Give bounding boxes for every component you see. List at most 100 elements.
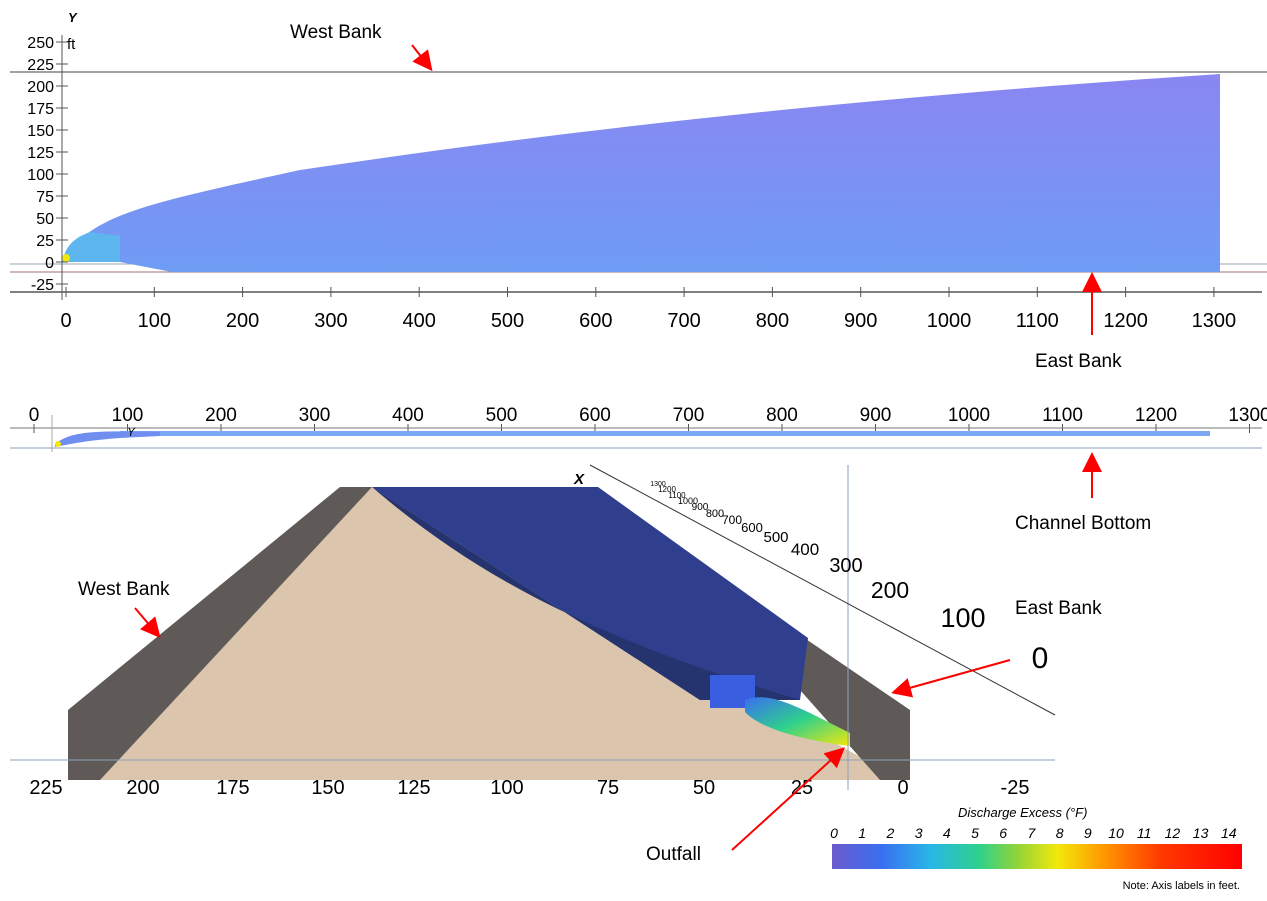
x-ticks: 0 100 200 300 400 500 600 700 800 900 1000 1100 1200… <box>60 287 1236 332</box>
diagonal-tick-label: 800 <box>706 508 724 520</box>
bottom-tick-label: 0 <box>897 777 908 799</box>
bottom-tick-label: 175 <box>216 777 249 799</box>
west-bank-label-persp: West Bank <box>78 579 170 600</box>
diagonal-tick-label: 200 <box>871 577 909 603</box>
side-x-tick-label: 300 <box>299 405 331 426</box>
side-x-tick-label: 900 <box>860 405 892 426</box>
side-x-tick-label: 500 <box>486 405 518 426</box>
x-tick-label: 900 <box>844 310 877 332</box>
y-tick-label: 0 <box>45 255 54 272</box>
y-axis-title: Y <box>68 10 78 25</box>
bottom-tick-label: 225 <box>29 777 62 799</box>
x-tick-label: 700 <box>667 310 700 332</box>
color-legend: Discharge Excess (°F) 0 1 2 3 4 5 6 7 8 9 10 11 12 13… <box>830 805 1242 892</box>
y-tick-label: 125 <box>27 145 54 162</box>
side-x-ticks: 0 100 200 300 400 500 600 700 800 900 1000 1100 1200… <box>29 405 1267 433</box>
side-x-tick-label: 1000 <box>948 405 990 426</box>
x-tick-label: 0 <box>60 310 71 332</box>
legend-tick-label: 5 <box>971 825 979 841</box>
diagonal-tick-label: 700 <box>722 513 742 527</box>
east-bank-arrow-persp <box>891 659 1011 698</box>
side-x-tick-label: 400 <box>392 405 424 426</box>
x-tick-label: 1200 <box>1103 310 1148 332</box>
x-tick-label: 100 <box>138 310 171 332</box>
bottom-tick-label: 100 <box>490 777 523 799</box>
side-x-tick-label: 200 <box>205 405 237 426</box>
legend-tick-label: 3 <box>915 825 923 841</box>
y-tick-label: 225 <box>27 57 54 74</box>
side-x-tick-label: 1200 <box>1135 405 1177 426</box>
plume-body <box>372 487 808 700</box>
x-tick-label: 600 <box>579 310 612 332</box>
y-tick-label: 25 <box>36 233 54 250</box>
legend-ticks: 0 1 2 3 4 5 6 7 8 9 10 11 12 13 14 <box>830 825 1237 841</box>
outfall-label: Outfall <box>646 844 701 865</box>
x-tick-label: 400 <box>403 310 436 332</box>
diagonal-ticks: 0 100 200 300 400500600700800900100011001200… <box>650 481 1048 675</box>
diagonal-tick-label: 1100 <box>668 491 686 500</box>
channel-bottom-label: Channel Bottom <box>1015 513 1151 534</box>
east-bank-slope <box>800 635 910 780</box>
diagonal-tick-label: 0 <box>1032 642 1049 675</box>
y-tick-label: 175 <box>27 101 54 118</box>
x-axis-title: X <box>573 471 585 488</box>
bottom-tick-label: 75 <box>597 777 619 799</box>
side-x-tick-label: 600 <box>579 405 611 426</box>
y-tick-label: 100 <box>27 167 54 184</box>
side-y-axis-title: Y <box>127 425 136 439</box>
diagonal-tick-label: 900 <box>692 502 709 513</box>
perspective-view: 0100200300400500600700800900100011001200… <box>10 464 1102 865</box>
plume-plan <box>62 74 1220 272</box>
legend-tick-label: 7 <box>1028 825 1037 841</box>
bottom-tick-label: -25 <box>1001 777 1030 799</box>
units-note: Note: Axis labels in feet. <box>1123 880 1240 892</box>
legend-colorbar <box>832 844 1242 869</box>
y-tick-label: 75 <box>36 189 54 206</box>
y-tick-label: -25 <box>31 277 54 294</box>
legend-tick-label: 1 <box>858 825 866 841</box>
bottom-tick-label: 200 <box>126 777 159 799</box>
diagonal-tick-label: 1200 <box>658 485 676 494</box>
diagonal-tick-label: 300 <box>829 555 862 577</box>
bottom-tick-label: 125 <box>397 777 430 799</box>
x-tick-label: 200 <box>226 310 259 332</box>
legend-tick-label: 12 <box>1165 825 1181 841</box>
diagonal-tick-label: 1000 <box>678 496 698 506</box>
side-x-tick-label: 0 <box>29 405 40 426</box>
side-x-tick-label: 100 <box>112 405 144 426</box>
plume-near-field <box>62 232 120 262</box>
west-bank-slope <box>68 487 372 780</box>
y-tick-label: 150 <box>27 123 54 140</box>
diagonal-x-axis <box>589 464 1056 716</box>
diagonal-tick-label: 1300 <box>650 481 666 488</box>
legend-tick-label: 0 <box>830 825 838 841</box>
bottom-tick-label: 150 <box>311 777 344 799</box>
west-bank-label-top: West Bank <box>290 22 382 43</box>
diagonal-tick-label: 500 <box>763 529 788 546</box>
diagonal-tick-label: 600 <box>741 520 763 535</box>
legend-tick-label: 11 <box>1137 825 1152 841</box>
x-tick-label: 1000 <box>927 310 972 332</box>
west-bank-arrow-top <box>411 44 433 72</box>
side-outfall-point <box>55 441 61 447</box>
y-unit-label: ft <box>67 36 76 53</box>
legend-tick-label: 6 <box>999 825 1007 841</box>
legend-tick-label: 14 <box>1221 825 1237 841</box>
x-tick-label: 300 <box>314 310 347 332</box>
outfall-pipe <box>745 697 850 746</box>
y-tick-label: 50 <box>36 211 54 228</box>
y-tick-label: 200 <box>27 79 54 96</box>
x-tick-label: 500 <box>491 310 524 332</box>
east-bank-label-top: East Bank <box>1035 351 1122 372</box>
x-tick-label: 800 <box>756 310 789 332</box>
east-bank-label-persp: East Bank <box>1015 598 1102 619</box>
diagonal-tick-label: 100 <box>940 603 985 633</box>
side-x-tick-label: 800 <box>766 405 798 426</box>
bottom-tick-label: 50 <box>693 777 715 799</box>
plume-profile <box>120 431 1210 436</box>
legend-tick-label: 2 <box>886 825 895 841</box>
legend-tick-label: 10 <box>1108 825 1124 841</box>
